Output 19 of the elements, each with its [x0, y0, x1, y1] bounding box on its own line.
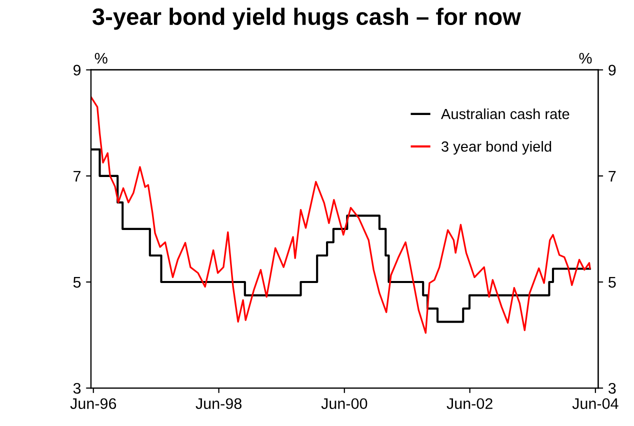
x-tick-label: Jun-98: [196, 398, 242, 410]
y2-tick-label: 3: [608, 382, 616, 394]
y2-tick-label: 5: [608, 277, 616, 288]
y2-tick-label: 9: [608, 64, 616, 76]
y-tick-label: 5: [73, 277, 81, 288]
y-tick-label: 7: [74, 170, 80, 182]
y-tick-label: 3: [73, 382, 81, 394]
line-series: [90, 96, 591, 334]
x-tick-label: Jun-02: [446, 398, 492, 410]
y-axis-title: %: [94, 52, 108, 64]
x-tick-label: Jun-04: [572, 398, 618, 410]
legend-label: Australian cash rate: [440, 108, 570, 120]
chart-title: 3-year bond yield hugs cash – for now: [92, 8, 521, 30]
x-tick-label: Jun-96: [70, 398, 116, 410]
legend-label: 3 year bond yield: [442, 141, 552, 155]
y2-axis-title: %: [579, 52, 592, 64]
y-tick-label: 9: [73, 64, 81, 76]
x-tick-label: Jun-00: [321, 398, 368, 410]
y2-tick-label: 7: [608, 170, 616, 182]
